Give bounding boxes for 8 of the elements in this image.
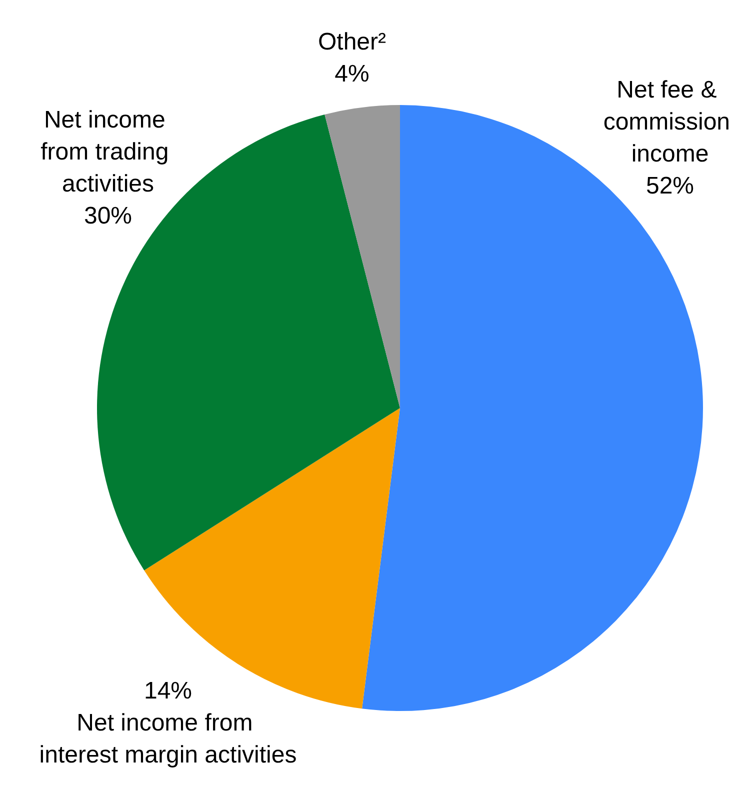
slice-label: Net fee & commission income — [603, 76, 737, 168]
slice-label: Net income from trading activities — [40, 106, 176, 198]
data-label: 30% — [84, 202, 132, 230]
data-label: 14% — [144, 678, 192, 704]
data-label: 52% — [646, 172, 694, 200]
data-label: 4% — [334, 60, 370, 88]
slice-label: Other² — [318, 28, 386, 56]
slice-label: Net income from interest margin activities — [39, 710, 297, 768]
